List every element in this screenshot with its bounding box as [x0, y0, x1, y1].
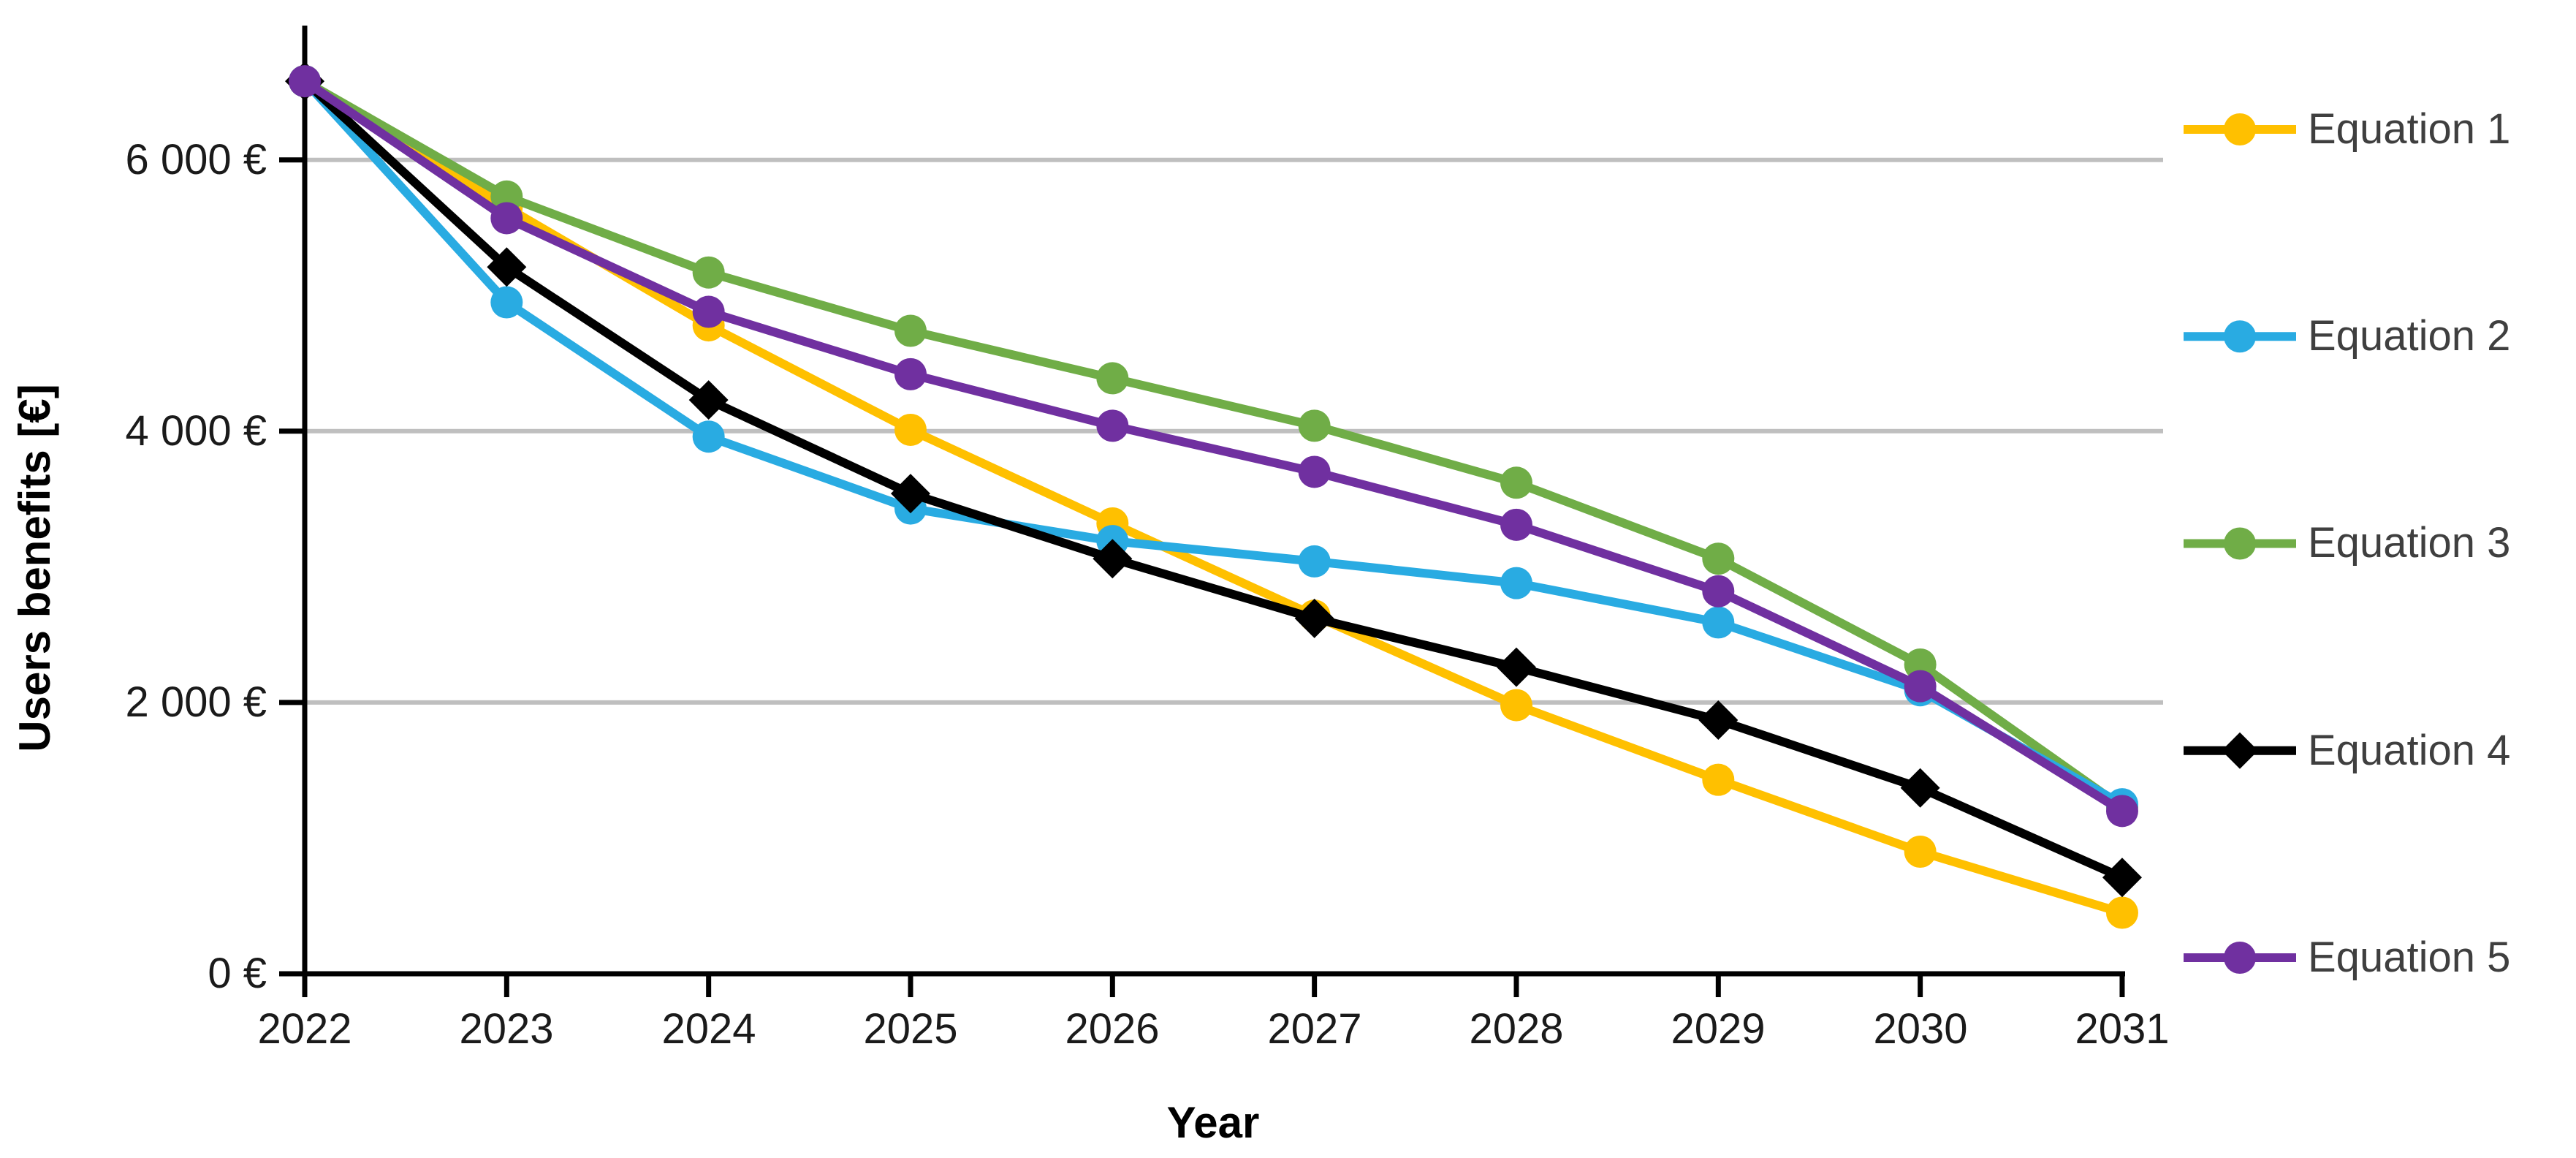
- xtick-label-2029: 2029: [1671, 1005, 1766, 1053]
- marker-equation-3-2026: [1096, 362, 1129, 395]
- x-axis-title: Year: [1166, 1098, 1260, 1147]
- marker-equation-5-2022: [289, 65, 321, 98]
- xtick-label-2024: 2024: [661, 1005, 756, 1053]
- marker-equation-2-2029: [1702, 606, 1735, 639]
- xtick-label-2030: 2030: [1873, 1005, 1968, 1053]
- marker-equation-5-2031: [2105, 795, 2138, 828]
- marker-equation-2-2027: [1298, 545, 1331, 578]
- legend-marker-equation-2: [2224, 320, 2256, 353]
- xtick-label-2023: 2023: [459, 1005, 554, 1053]
- legend-marker-equation-1: [2224, 113, 2256, 145]
- marker-equation-1-2025: [894, 413, 927, 446]
- marker-equation-5-2023: [490, 202, 523, 235]
- marker-equation-2-2023: [490, 286, 523, 319]
- legend-item-equation-2: Equation 2: [2308, 312, 2511, 360]
- legend-item-equation-1: Equation 1: [2308, 105, 2511, 153]
- series-line-equation-2: [300, 77, 2127, 809]
- xtick-label-2026: 2026: [1065, 1005, 1160, 1053]
- marker-equation-4-2024: [688, 380, 729, 420]
- marker-equation-5-2024: [692, 295, 725, 328]
- ytick-label-2000: 2 000 €: [125, 678, 267, 726]
- marker-equation-5-2025: [894, 357, 927, 390]
- legend-item-equation-4: Equation 4: [2308, 727, 2511, 774]
- series-line-equation-4: [300, 77, 2127, 882]
- ytick-label-6000: 6 000 €: [125, 136, 267, 183]
- marker-equation-2-2028: [1500, 567, 1532, 599]
- marker-equation-5-2028: [1500, 508, 1532, 541]
- marker-equation-4-2027: [1294, 598, 1334, 638]
- marker-equation-4-2029: [1698, 700, 1739, 741]
- marker-equation-1-2030: [1904, 836, 1937, 868]
- xtick-label-2031: 2031: [2075, 1005, 2170, 1053]
- marker-equation-3-2025: [894, 314, 927, 347]
- marker-equation-1-2031: [2105, 896, 2138, 929]
- marker-equation-4-2028: [1496, 647, 1536, 687]
- series-line-equation-5: [300, 77, 2127, 816]
- legend-marker-equation-3: [2224, 527, 2256, 560]
- legend-marker-equation-5: [2224, 942, 2256, 974]
- marker-equation-1-2028: [1500, 689, 1532, 722]
- xtick-label-2025: 2025: [863, 1005, 958, 1053]
- xtick-label-2027: 2027: [1267, 1005, 1362, 1053]
- marker-equation-5-2027: [1298, 455, 1331, 488]
- marker-equation-2-2024: [692, 420, 725, 453]
- marker-equation-5-2029: [1702, 575, 1735, 608]
- marker-equation-4-2023: [487, 247, 527, 287]
- legend-item-equation-3: Equation 3: [2308, 519, 2511, 567]
- xtick-label-2028: 2028: [1469, 1005, 1564, 1053]
- ytick-label-4000: 4 000 €: [125, 407, 267, 455]
- y-axis-title: Users benefits [€]: [10, 384, 59, 752]
- marker-equation-4-2025: [890, 474, 930, 514]
- series-line-equation-3: [300, 77, 2127, 811]
- marker-equation-3-2027: [1298, 409, 1331, 442]
- xtick-label-2022: 2022: [257, 1005, 352, 1053]
- marker-equation-5-2030: [1904, 670, 1937, 703]
- marker-equation-3-2029: [1702, 542, 1735, 575]
- marker-equation-4-2031: [2102, 858, 2142, 898]
- marker-equation-4-2030: [1900, 768, 1940, 808]
- marker-equation-4-2026: [1093, 539, 1133, 579]
- ytick-label-0: 0 €: [208, 950, 267, 997]
- marker-equation-1-2029: [1702, 763, 1735, 796]
- legend-marker-equation-4: [2222, 732, 2258, 769]
- marker-equation-5-2026: [1096, 409, 1129, 442]
- marker-equation-3-2024: [692, 256, 725, 289]
- legend-item-equation-5: Equation 5: [2308, 934, 2511, 981]
- series-line-equation-1: [300, 77, 2127, 917]
- marker-equation-3-2028: [1500, 466, 1532, 499]
